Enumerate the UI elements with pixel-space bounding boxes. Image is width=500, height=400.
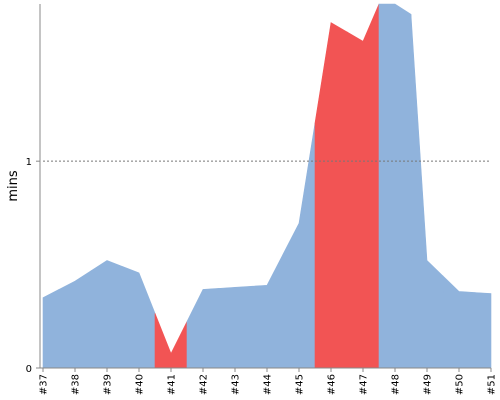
x-ticks: #37 #38 #39 #40 #41 #42 #43 #44 #45 #46 #47 #48 #49 #… <box>39 368 498 395</box>
area-segment-49 <box>410 14 444 369</box>
area-segment-38 <box>58 270 92 369</box>
area-segment-41 <box>154 313 188 369</box>
y-axis-label: mins <box>6 170 21 202</box>
x-tick-label-47: #47 <box>359 374 370 395</box>
x-tick-label-46: #46 <box>327 374 338 395</box>
area-segment-43 <box>218 285 252 369</box>
x-tick-label-40: #40 <box>135 374 146 395</box>
area-segment-37 <box>42 288 60 369</box>
y-tick-label-0: 0 <box>26 364 32 375</box>
x-tick-label-43: #43 <box>231 374 242 395</box>
y-ticks: 01 <box>26 157 40 375</box>
area-segment-48 <box>378 3 412 369</box>
area-segment-45 <box>282 122 316 369</box>
x-tick-label-39: #39 <box>103 374 114 395</box>
area-segment-50 <box>442 275 476 369</box>
area-segment-40 <box>122 266 156 369</box>
x-tick-label-44: #44 <box>263 374 274 395</box>
y-tick-label-1: 1 <box>26 157 32 168</box>
x-tick-label-48: #48 <box>391 374 402 395</box>
area-segment-46 <box>314 22 348 369</box>
area-segment-39 <box>90 260 124 369</box>
area-segment-44 <box>250 254 284 369</box>
x-tick-label-37: #37 <box>39 374 50 395</box>
x-tick-label-51: #51 <box>487 374 498 395</box>
x-tick-label-38: #38 <box>71 374 82 395</box>
x-tick-label-49: #49 <box>423 374 434 395</box>
area-series <box>42 3 492 369</box>
x-tick-label-42: #42 <box>199 374 210 395</box>
x-tick-label-45: #45 <box>295 374 306 395</box>
x-tick-label-50: #50 <box>455 374 466 395</box>
area-segment-51 <box>474 292 492 369</box>
area-segment-42 <box>186 288 220 369</box>
area-segment-47 <box>346 3 380 369</box>
x-tick-label-41: #41 <box>167 374 178 395</box>
